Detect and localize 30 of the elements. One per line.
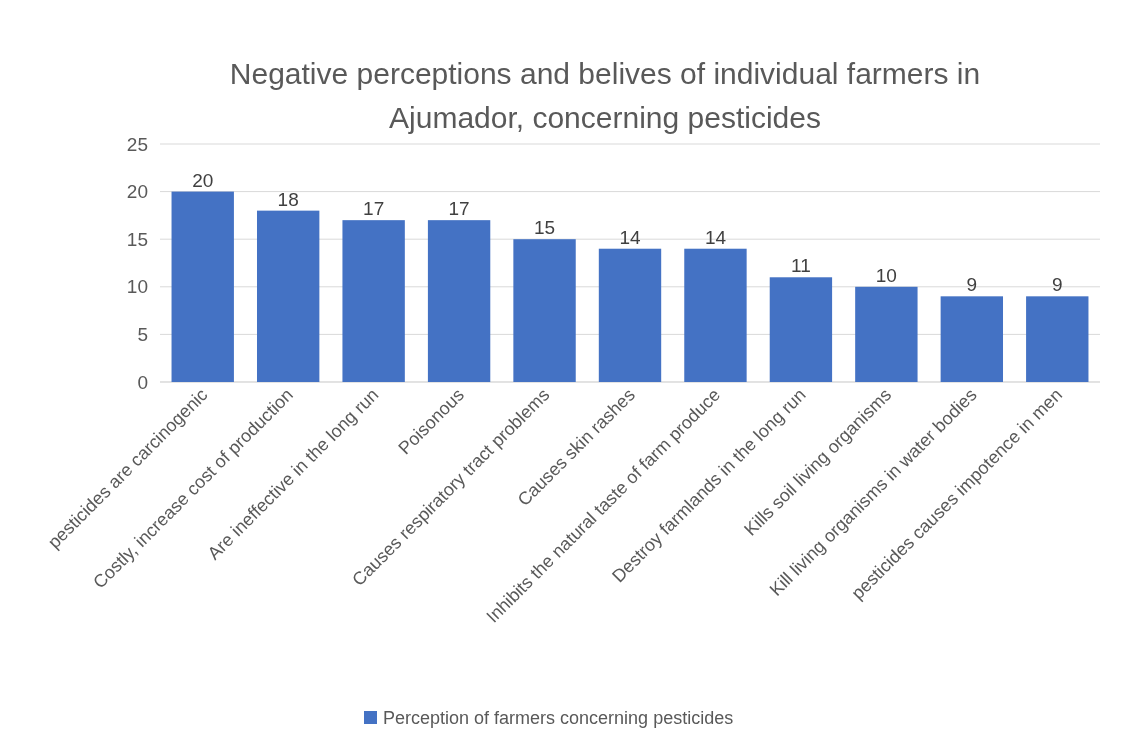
- data-label: 9: [966, 274, 978, 296]
- bar: [598, 248, 662, 382]
- y-tick-label: 25: [126, 133, 148, 155]
- bar: [513, 239, 576, 382]
- data-label: 20: [192, 169, 214, 191]
- chart-title: Negative perceptions and belives of individual farmers in Ajumador, concerning pesticides: [229, 57, 981, 134]
- data-label: 9: [1051, 274, 1063, 296]
- data-label: 14: [619, 226, 641, 248]
- data-label: 10: [875, 264, 897, 286]
- y-tick-label: 10: [126, 276, 148, 298]
- data-label: 17: [448, 198, 470, 220]
- y-tick-label: 20: [126, 181, 148, 203]
- legend-label: Perception of farmers concerning pesticides: [383, 708, 734, 729]
- bar: [855, 286, 918, 382]
- data-label: 18: [277, 188, 299, 210]
- bar: [940, 296, 1004, 382]
- bar: [769, 277, 833, 382]
- data-label: 14: [704, 226, 727, 248]
- bar: [427, 220, 491, 382]
- y-tick-label: 15: [126, 228, 148, 250]
- bar: [684, 248, 747, 382]
- bar: [256, 210, 320, 382]
- bar: [1026, 296, 1089, 382]
- data-label: 15: [533, 217, 556, 239]
- y-tick-label: 0: [137, 371, 148, 393]
- data-label: 11: [791, 255, 811, 277]
- y-tick-label: 5: [137, 324, 148, 346]
- bar: [171, 191, 234, 382]
- data-label: 17: [363, 198, 385, 220]
- bar: [342, 220, 405, 382]
